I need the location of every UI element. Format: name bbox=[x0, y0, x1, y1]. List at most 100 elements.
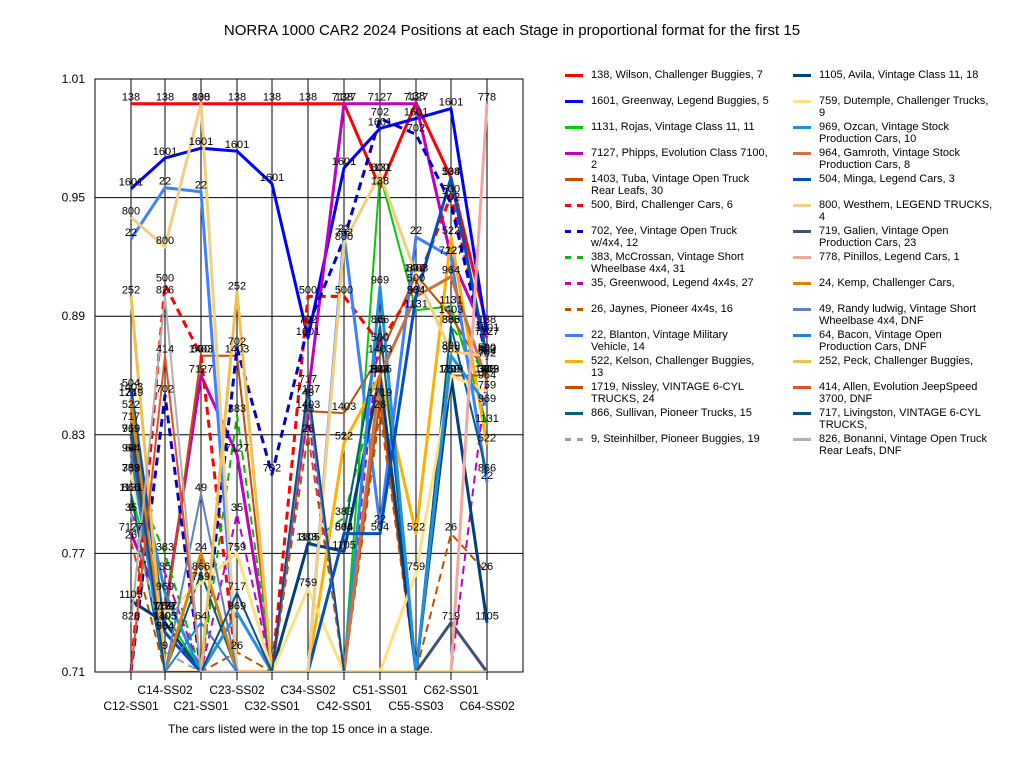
point-label: 7127 bbox=[332, 92, 356, 104]
y-tick-label: 0.71 bbox=[62, 665, 86, 679]
y-tick-label: 0.83 bbox=[62, 428, 86, 442]
point-label: 26 bbox=[445, 522, 457, 534]
point-label: 1131 bbox=[439, 294, 463, 306]
point-label: 1403 bbox=[475, 364, 499, 376]
point-label: 1403 bbox=[119, 381, 143, 393]
point-label: 964 bbox=[407, 284, 425, 296]
point-label: 35 bbox=[302, 403, 314, 415]
legend-label: 9, Steinhilber, Pioneer Buggies, 19 bbox=[591, 433, 760, 445]
legend-label: 500, Bird, Challenger Cars, 6 bbox=[591, 199, 733, 211]
point-label: 800 bbox=[371, 162, 389, 174]
point-label: 138 bbox=[407, 91, 425, 103]
series-line bbox=[130, 295, 487, 672]
point-label: 969 bbox=[122, 423, 140, 435]
point-label: 1131 bbox=[119, 482, 143, 494]
point-label: 1403 bbox=[153, 611, 177, 623]
point-label: 1601 bbox=[404, 107, 428, 119]
point-label: 800 bbox=[122, 205, 140, 217]
point-label-layer: 138 138 138 138 138 138 1381381381381381601160… bbox=[119, 91, 499, 653]
point-label: 522 bbox=[335, 431, 353, 443]
legend-label: 138, Wilson, Challenger Buggies, 7 bbox=[591, 69, 763, 81]
point-label: 759 bbox=[156, 601, 174, 613]
point-label: 1719 bbox=[475, 364, 499, 376]
legend-label: 252, Peck, Challenger Buggies, bbox=[819, 355, 974, 367]
point-label: 64 bbox=[195, 611, 207, 623]
point-label: 800 bbox=[407, 263, 425, 275]
legend-swatch bbox=[565, 178, 583, 181]
legend-swatch bbox=[793, 126, 811, 129]
point-label: 252 bbox=[228, 280, 246, 292]
point-label: 500 bbox=[299, 284, 317, 296]
point-label: 383 bbox=[156, 541, 174, 553]
point-label: 383 bbox=[122, 462, 140, 474]
legend-swatch bbox=[793, 386, 811, 389]
series-layer bbox=[129, 101, 489, 672]
point-label: 1601 bbox=[475, 322, 499, 334]
point-label: 866 bbox=[442, 314, 460, 326]
legend-swatch bbox=[793, 152, 811, 155]
point-label: 35 bbox=[374, 314, 386, 326]
point-label: 414 bbox=[156, 344, 174, 356]
legend-label: 24, Kemp, Challenger Cars, bbox=[819, 277, 955, 289]
point-label: 9 bbox=[128, 502, 134, 514]
series-line bbox=[130, 102, 488, 672]
point-label: 1403 bbox=[225, 344, 249, 356]
point-label: 522 bbox=[122, 399, 140, 411]
series-line bbox=[130, 325, 488, 672]
legend-label: 1131, Rojas, Vintage Class 11, 11 bbox=[591, 121, 755, 133]
point-label: 778 bbox=[478, 92, 496, 104]
legend-label: 719, Galien, Vintage Open Production Car… bbox=[819, 225, 949, 249]
point-label: 1601 bbox=[153, 146, 177, 158]
legend-swatch bbox=[793, 282, 811, 285]
legend: 138, Wilson, Challenger Buggies, 7 1601, … bbox=[565, 69, 1005, 469]
legend-label: 1105, Avila, Vintage Class 11, 18 bbox=[819, 69, 979, 81]
x-tick-label: C51-SS01 bbox=[352, 683, 408, 697]
point-label: 26 bbox=[125, 530, 137, 542]
point-label: 24 bbox=[195, 541, 207, 553]
point-label: 964 bbox=[156, 620, 174, 632]
point-label: 800 bbox=[478, 344, 496, 356]
point-label: 702 bbox=[407, 122, 425, 134]
point-label: 759 bbox=[299, 577, 317, 589]
point-label: 500 bbox=[371, 332, 389, 344]
legend-swatch bbox=[793, 204, 811, 207]
point-label: 500 bbox=[407, 273, 425, 285]
point-label: 22 bbox=[374, 514, 386, 526]
point-label: 702 bbox=[228, 336, 246, 348]
legend-label: 22, Blanton, Vintage Military Vehicle, 1… bbox=[591, 329, 728, 353]
legend-label: 1601, Greenway, Legend Buggies, 5 bbox=[591, 95, 769, 107]
point-label: 504 bbox=[478, 346, 496, 358]
point-label: 964 bbox=[442, 265, 460, 277]
legend-label: 778, Pinillos, Legend Cars, 1 bbox=[819, 251, 960, 263]
point-label: 969 bbox=[442, 344, 460, 356]
point-label: 138 bbox=[156, 92, 174, 104]
point-label: 866 bbox=[122, 482, 140, 494]
point-label: 522 bbox=[442, 225, 460, 237]
legend-swatch bbox=[565, 256, 583, 259]
point-label: 759 bbox=[122, 462, 140, 474]
legend-label: 26, Jaynes, Pioneer 4x4s, 16 bbox=[591, 303, 733, 315]
point-label: 702 bbox=[442, 192, 460, 204]
point-label: 1403 bbox=[189, 344, 213, 356]
point-label: 383 bbox=[371, 364, 389, 376]
point-label: 1105 bbox=[332, 539, 356, 551]
point-label: 138 bbox=[335, 92, 353, 104]
legend-label: 717, Livingston, VINTAGE 6-CYL TRUCKS, bbox=[819, 407, 981, 431]
legend-swatch bbox=[793, 334, 811, 337]
point-label: 1403 bbox=[368, 344, 392, 356]
point-label: 35 bbox=[481, 364, 493, 376]
point-label: 26 bbox=[481, 561, 493, 573]
chart-title: NORRA 1000 CAR2 2024 Positions at each S… bbox=[223, 22, 801, 39]
legend-label: 7127, Phipps, Evolution Class 7100, 2 bbox=[591, 147, 768, 171]
point-label: 702 bbox=[335, 227, 353, 239]
point-label: 800 bbox=[335, 231, 353, 243]
legend-swatch bbox=[793, 360, 811, 363]
point-label: 1105 bbox=[475, 611, 499, 623]
point-label: 800 bbox=[442, 340, 460, 352]
point-label: 1131 bbox=[153, 601, 177, 613]
series-line bbox=[129, 176, 489, 672]
legend-label: 1719, Nissley, VINTAGE 6-CYL TRUCKS, 24 bbox=[591, 381, 744, 405]
point-label: 26 bbox=[374, 399, 386, 411]
point-label: 35 bbox=[125, 502, 137, 514]
